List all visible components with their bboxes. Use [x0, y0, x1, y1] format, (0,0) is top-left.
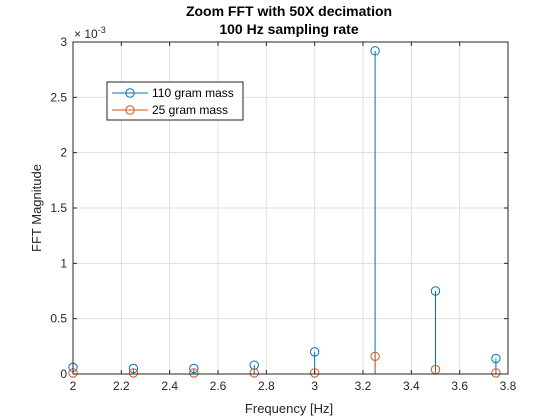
- x-tick-label: 2.2: [113, 379, 130, 393]
- stem-marker: [189, 363, 199, 374]
- legend: 110 gram mass 25 gram mass: [106, 81, 244, 121]
- x-tick-label: 3.2: [355, 379, 372, 393]
- legend-marker-110g: [125, 88, 135, 98]
- x-tick-label: 3.6: [451, 379, 468, 393]
- legend-label-25g: 25 gram mass: [152, 103, 228, 117]
- legend-label-110g: 110 gram mass: [152, 86, 234, 100]
- series-layer: [68, 46, 501, 378]
- y-tick-label: 2: [60, 146, 67, 160]
- x-tick-label: 2.6: [210, 379, 227, 393]
- ticks: 2 2.2 2.4 2.6 2.8 3 3.2 3.4 3.6 3.8 0 0.5 1 1.5 2 2.5 3: [50, 35, 516, 393]
- x-tick-label: 3.8: [500, 379, 517, 393]
- y-exponent-label: × 10-3: [74, 25, 106, 41]
- stem-marker: [189, 368, 199, 378]
- stem-marker: [309, 347, 320, 357]
- stem-marker: [249, 360, 259, 370]
- y-tick-label: 3: [60, 35, 67, 49]
- x-tick-label: 3: [311, 379, 318, 393]
- legend-marker-25g: [125, 105, 135, 115]
- chart-title-line-2: 100 Hz sampling rate: [219, 21, 358, 37]
- x-axis-title: Frequency [Hz]: [245, 401, 333, 416]
- y-tick-label: 0: [60, 367, 67, 381]
- y-tick-label: 0.5: [50, 312, 67, 326]
- x-tick-label: 3.4: [403, 379, 420, 393]
- stem-marker: [370, 46, 380, 56]
- x-tick-label: 2.8: [258, 379, 275, 393]
- y-tick-label: 2.5: [50, 90, 67, 104]
- chart-title-line-1: Zoom FFT with 50X decimation: [186, 3, 392, 19]
- y-exponent-base: × 10: [74, 27, 98, 41]
- stem-marker: [128, 368, 139, 378]
- stem-marker: [370, 351, 380, 361]
- y-exponent-power: -3: [98, 25, 106, 35]
- x-tick-label: 2: [70, 379, 77, 393]
- stem-marker: [491, 353, 501, 364]
- x-tick-label: 2.4: [161, 379, 178, 393]
- stem-marker: [309, 368, 320, 378]
- y-tick-label: 1.5: [50, 201, 67, 215]
- series-1: [68, 351, 501, 378]
- y-axis-title: FFT Magnitude: [29, 164, 44, 252]
- y-tick-label: 1: [60, 256, 67, 270]
- stem-marker: [430, 286, 441, 296]
- stem-marker: [491, 368, 501, 378]
- stem-marker: [128, 363, 139, 374]
- stem-marker: [249, 368, 259, 378]
